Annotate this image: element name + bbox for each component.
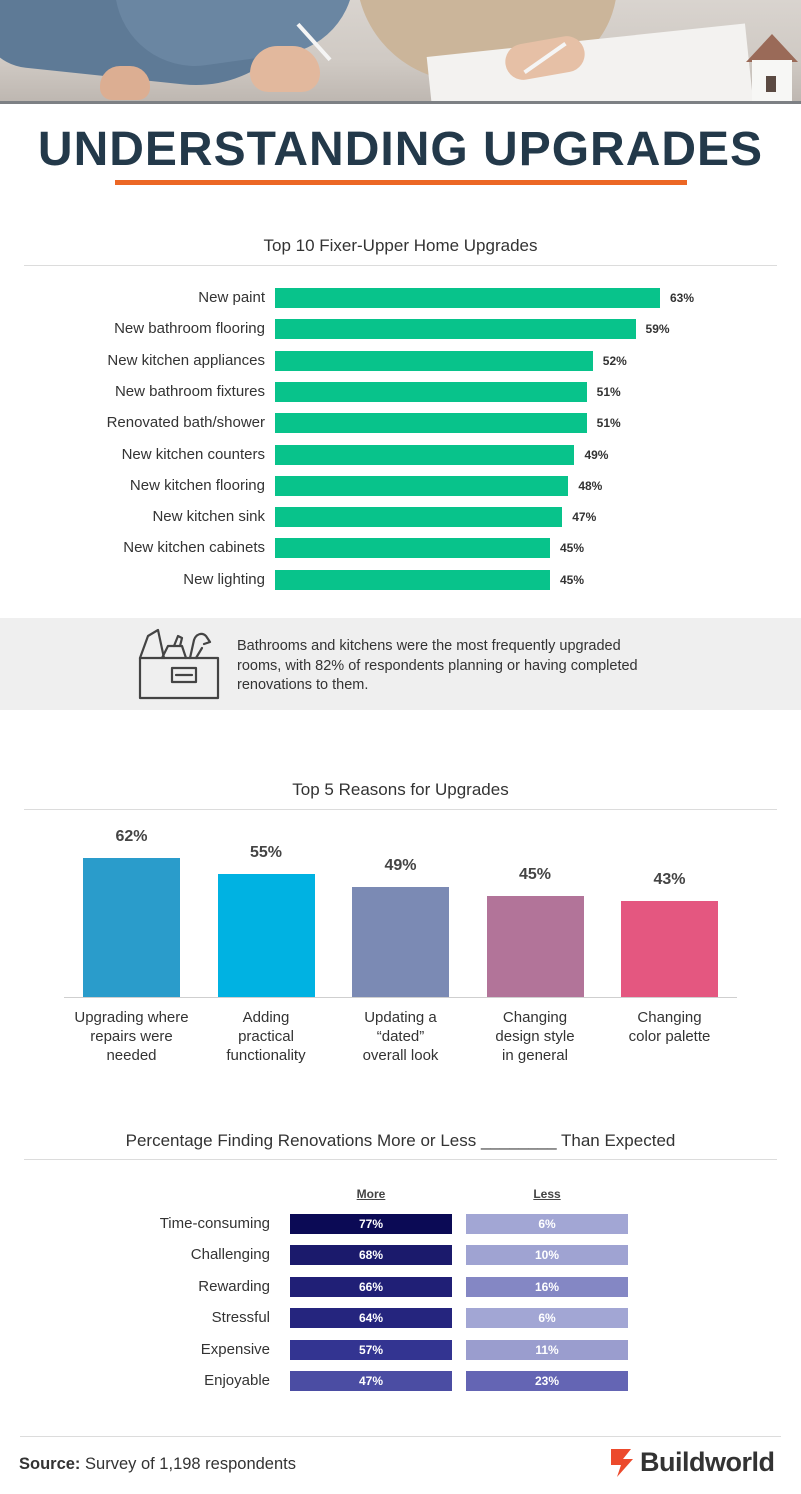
bar-label: New paint	[198, 289, 265, 306]
category-label-line: color palette	[628, 1028, 711, 1045]
category-label-line: design style	[495, 1028, 575, 1045]
hero-photo	[0, 0, 801, 104]
chart2-baseline	[64, 997, 737, 998]
model-house-icon	[746, 34, 798, 62]
less-cell: 23%	[466, 1371, 628, 1391]
chart2-title: Top 5 Reasons for Upgrades	[292, 780, 509, 799]
bar	[275, 413, 587, 434]
bar	[486, 896, 584, 997]
chart1-title: Top 10 Fixer-Upper Home Upgrades	[263, 236, 538, 255]
category-label-line: Changing	[502, 1009, 568, 1026]
table-row-label: Expensive	[200, 1340, 270, 1358]
category-label: Adding practical functionality	[199, 1008, 333, 1065]
bar-label: New kitchen flooring	[129, 476, 265, 494]
table-row-label: Enjoyable	[204, 1372, 270, 1389]
page-title: UNDERSTANDING UPGRADES	[37, 123, 764, 176]
bar-value-label: 48%	[578, 478, 603, 493]
source-note: Source: Survey of 1,198 respondents	[19, 1455, 296, 1474]
more-cell: 57%	[290, 1339, 452, 1360]
bar-value-label: 51%	[596, 384, 621, 399]
more-cell: 68%	[290, 1245, 452, 1266]
bar	[275, 381, 587, 402]
less-cell: 10%	[466, 1245, 628, 1266]
more-cell: 47%	[290, 1371, 452, 1391]
category-label: Updating a “dated” overall look	[334, 1008, 468, 1065]
table-row-label: Challenging	[190, 1246, 270, 1264]
toolbox-icon	[138, 628, 220, 700]
source-label: Source:	[19, 1455, 81, 1473]
category-label-line: functionality	[226, 1047, 306, 1064]
brand-name: Buildworld	[640, 1447, 775, 1477]
category-label-line: Adding	[242, 1009, 290, 1026]
less-cell: 11%	[466, 1339, 628, 1360]
table-divider	[24, 1159, 777, 1160]
bar-value-label: 45%	[560, 572, 585, 587]
bar-label: New kitchen counters	[121, 445, 265, 463]
table-row-label: Time-consuming	[159, 1215, 270, 1232]
table-row-label: Rewarding	[198, 1277, 270, 1295]
category-label-line: Upgrading where	[74, 1009, 189, 1026]
more-cell: 77%	[290, 1214, 452, 1234]
bar-label: Renovated bath/shower	[106, 414, 265, 432]
category-label-line: repairs were	[90, 1028, 173, 1045]
bar	[217, 873, 315, 997]
bar-value-label: 52%	[602, 353, 627, 368]
callout-text: Bathrooms and kitchens were the most fre…	[237, 638, 638, 693]
bar-value-label: 45%	[518, 866, 552, 884]
category-label-line: “dated”	[376, 1028, 425, 1045]
bar	[275, 319, 636, 340]
bar-value-label: 49%	[584, 447, 609, 462]
category-label-line: practical	[238, 1028, 294, 1045]
bar-value-label: 49%	[384, 857, 417, 875]
bar	[275, 569, 550, 590]
bar-value-label: 51%	[596, 416, 621, 431]
more-cell: 66%	[290, 1276, 452, 1297]
bar-label: New kitchen cabinets	[123, 539, 265, 557]
bar-label: New kitchen sink	[152, 508, 265, 526]
bar-label: New lighting	[183, 570, 265, 588]
bar-value-label: 45%	[560, 541, 585, 556]
bar-value-label: 59%	[645, 322, 670, 337]
more-cell: 64%	[290, 1308, 452, 1329]
category-label-line: Changing	[637, 1009, 702, 1026]
less-cell: 16%	[466, 1276, 628, 1297]
category-label-line: needed	[106, 1047, 157, 1064]
bar-label: New bathroom fixtures	[114, 382, 265, 400]
category-label: Changing design style in general	[468, 1008, 602, 1065]
bar-value-label: 63%	[670, 291, 695, 305]
category-label: Upgrading where repairs were needed	[65, 1008, 199, 1065]
bar	[275, 475, 569, 496]
bar	[275, 507, 563, 528]
less-cell: 6%	[466, 1214, 628, 1234]
less-cell: 6%	[466, 1308, 628, 1329]
column-header-more: More	[356, 1187, 386, 1201]
buildworld-logo-icon	[611, 1449, 633, 1477]
title-underline	[115, 180, 687, 185]
bar	[621, 900, 718, 997]
bar	[275, 444, 575, 465]
bar-label: New kitchen appliances	[107, 351, 265, 369]
source-text: Survey of 1,198 respondents	[80, 1455, 296, 1473]
category-label-line: Updating a	[364, 1009, 437, 1026]
bar-value-label: 62%	[115, 828, 148, 845]
category-label: Changing color palette	[603, 1008, 737, 1046]
category-label-line: in general	[502, 1047, 568, 1064]
bar	[352, 887, 449, 997]
category-label-line: overall look	[362, 1047, 439, 1064]
chart2-divider	[24, 809, 777, 810]
bar-value-label: 43%	[653, 870, 686, 888]
column-header-less: Less	[533, 1187, 561, 1201]
callout-box: Bathrooms and kitchens were the most fre…	[0, 618, 801, 710]
bar	[275, 288, 660, 308]
bar	[83, 858, 180, 997]
bar	[275, 350, 593, 371]
table-title: Percentage Finding Renovations More or L…	[125, 1131, 676, 1150]
footer-divider	[20, 1436, 781, 1437]
bar-value-label: 47%	[572, 510, 597, 525]
bar	[275, 538, 550, 559]
table-row-label: Stressful	[211, 1309, 270, 1327]
bar-value-label: 55%	[249, 843, 283, 861]
chart1-divider	[24, 265, 777, 266]
bar-label: New bathroom flooring	[114, 320, 265, 338]
